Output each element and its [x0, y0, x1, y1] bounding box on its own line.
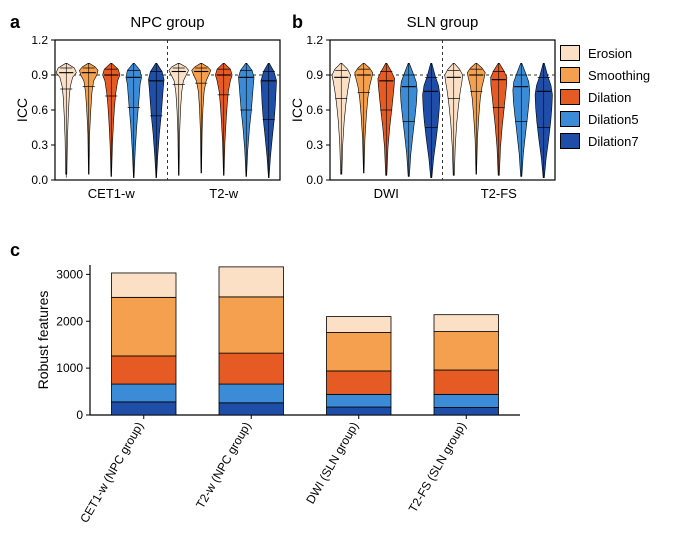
svg-text:0.9: 0.9: [31, 68, 48, 82]
svg-text:1.2: 1.2: [306, 36, 323, 47]
svg-text:ICC: ICC: [17, 98, 30, 122]
legend: Erosion Smoothing Dilation Dilation5 Dilatio…: [560, 45, 650, 155]
svg-text:T2-FS (SLN group): T2-FS (SLN group): [406, 419, 469, 514]
svg-text:CET1-w: CET1-w: [88, 186, 136, 201]
svg-text:0.6: 0.6: [306, 103, 323, 117]
svg-text:1.2: 1.2: [31, 36, 48, 47]
svg-text:0.0: 0.0: [31, 173, 48, 187]
panel-c-label: c: [10, 240, 20, 261]
svg-text:1000: 1000: [56, 361, 83, 375]
legend-label: Dilation: [588, 90, 631, 105]
panel-b-chart: 0.0 0.3 0.6 0.9 1.2 ICC DWI T2-FS: [292, 36, 559, 204]
svg-text:DWI: DWI: [374, 186, 399, 201]
legend-label: Erosion: [588, 46, 632, 61]
svg-text:0: 0: [76, 408, 83, 422]
legend-label: Smoothing: [588, 68, 650, 83]
legend-item-dilation7: Dilation7: [560, 133, 650, 149]
svg-text:0.0: 0.0: [306, 173, 323, 187]
panel-a-title: NPC group: [55, 14, 280, 31]
panel-b-label: b: [292, 12, 303, 33]
panel-c-chart: 0 1000 2000 3000 Robust features CET1-w (NPC …: [35, 261, 524, 535]
legend-item-dilation: Dilation: [560, 89, 650, 105]
svg-text:Robust features: Robust features: [35, 291, 51, 390]
legend-label: Dilation7: [588, 134, 639, 149]
panel-b-title: SLN group: [330, 14, 555, 31]
legend-swatch: [560, 67, 580, 83]
svg-text:3000: 3000: [56, 267, 83, 281]
legend-label: Dilation5: [588, 112, 639, 127]
svg-text:0.6: 0.6: [31, 103, 48, 117]
legend-item-dilation5: Dilation5: [560, 111, 650, 127]
panel-a-chart: 0.0 0.3 0.6 0.9 1.2 ICC CET1-w T2-w: [17, 36, 284, 204]
svg-text:0.9: 0.9: [306, 68, 323, 82]
legend-swatch: [560, 111, 580, 127]
legend-item-erosion: Erosion: [560, 45, 650, 61]
svg-text:ICC: ICC: [292, 98, 305, 122]
svg-text:T2-w (NPC group): T2-w (NPC group): [193, 420, 254, 511]
legend-swatch: [560, 45, 580, 61]
svg-text:2000: 2000: [56, 314, 83, 328]
svg-text:T2-w: T2-w: [209, 186, 239, 201]
legend-item-smoothing: Smoothing: [560, 67, 650, 83]
legend-swatch: [560, 133, 580, 149]
svg-text:0.3: 0.3: [306, 138, 323, 152]
legend-swatch: [560, 89, 580, 105]
panel-a-label: a: [10, 12, 20, 33]
svg-text:DWI (SLN group): DWI (SLN group): [303, 420, 361, 507]
svg-text:0.3: 0.3: [31, 138, 48, 152]
svg-text:T2-FS: T2-FS: [481, 186, 517, 201]
svg-text:CET1-w (NPC group): CET1-w (NPC group): [77, 420, 146, 526]
